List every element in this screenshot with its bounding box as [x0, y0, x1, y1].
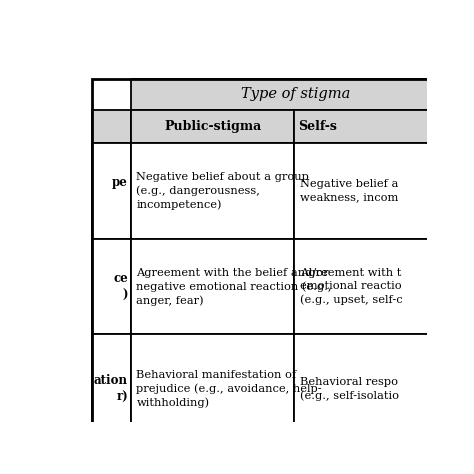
- Bar: [294, 143, 460, 239]
- Text: Agreement with t
emotional reactio
(e.g., upset, self-c: Agreement with t emotional reactio (e.g.…: [300, 268, 402, 305]
- Text: Negative belief about a group
(e.g., dangerousness,
incompetence): Negative belief about a group (e.g., dan…: [137, 172, 309, 210]
- Bar: [294, 110, 460, 143]
- Bar: [92, 143, 131, 239]
- Bar: [131, 79, 460, 110]
- Bar: [131, 143, 294, 239]
- Text: Public-stigma: Public-stigma: [164, 120, 261, 133]
- Text: Self-s: Self-s: [298, 120, 337, 133]
- Text: Negative belief a
weakness, incom: Negative belief a weakness, incom: [300, 180, 398, 202]
- Bar: [131, 110, 294, 143]
- Bar: [92, 334, 131, 444]
- Text: Behavioral respo
(e.g., self-isolatio: Behavioral respo (e.g., self-isolatio: [300, 377, 399, 401]
- Bar: [131, 334, 294, 444]
- Text: ce
): ce ): [113, 272, 128, 302]
- Bar: [92, 110, 131, 143]
- Text: pe: pe: [112, 176, 128, 206]
- Bar: [294, 239, 460, 334]
- Text: Behavioral manifestation of
prejudice (e.g., avoidance, help-
withholding): Behavioral manifestation of prejudice (e…: [137, 370, 322, 408]
- Bar: [294, 334, 460, 444]
- Bar: [131, 239, 294, 334]
- Bar: [92, 239, 131, 334]
- Text: ation
r): ation r): [94, 374, 128, 404]
- Text: Type of stigma: Type of stigma: [241, 87, 350, 101]
- Text: Agreement with the belief and/or
negative emotional reaction (e.g.,
anger, fear): Agreement with the belief and/or negativ…: [137, 268, 332, 306]
